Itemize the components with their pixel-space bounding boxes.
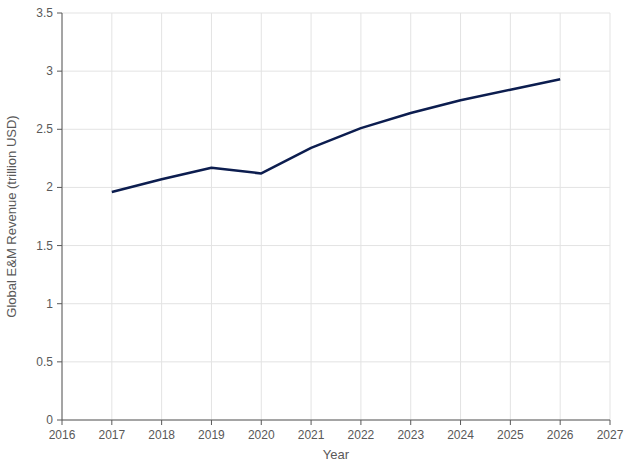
tick-label: 3: [46, 64, 53, 78]
grid-line: [360, 13, 361, 420]
tick-mark: [57, 13, 62, 14]
grid-line: [610, 13, 611, 420]
tick-mark: [460, 420, 461, 425]
tick-label: 2027: [597, 428, 624, 442]
tick-mark: [311, 420, 312, 425]
tick-mark: [560, 420, 561, 425]
grid-line: [62, 71, 610, 72]
grid-line: [261, 13, 262, 420]
y-axis-title: Global E&M Revenue (trillion USD): [4, 115, 19, 317]
tick-mark: [261, 420, 262, 425]
tick-mark: [57, 361, 62, 362]
tick-mark: [161, 420, 162, 425]
tick-mark: [57, 245, 62, 246]
grid-line: [111, 13, 112, 420]
grid-line: [460, 13, 461, 420]
tick-label: 2018: [148, 428, 175, 442]
tick-label: 2021: [298, 428, 325, 442]
grid-line: [62, 420, 610, 421]
grid-line: [510, 13, 511, 420]
tick-mark: [360, 420, 361, 425]
grid-line: [62, 129, 610, 130]
tick-label: 3.5: [36, 6, 53, 20]
y-axis-line: [62, 13, 63, 420]
tick-label: 2: [46, 180, 53, 194]
tick-label: 1: [46, 297, 53, 311]
tick-mark: [410, 420, 411, 425]
grid-line: [311, 13, 312, 420]
tick-mark: [211, 420, 212, 425]
series-group: [112, 79, 560, 192]
tick-label: 0.5: [36, 355, 53, 369]
chart: 0 0.5 1 1.5 2 2.5 3 3.5 2016 2017 2018 2019 2020 2021…: [0, 0, 640, 465]
data-line: [112, 79, 560, 192]
tick-label: 2024: [447, 428, 474, 442]
tick-label: 0: [46, 413, 53, 427]
grid-line: [62, 187, 610, 188]
tick-label: 2023: [397, 428, 424, 442]
tick-label: 1.5: [36, 239, 53, 253]
grid: [62, 13, 610, 420]
tick-mark: [610, 420, 611, 425]
tick-mark: [510, 420, 511, 425]
tick-label: 2026: [547, 428, 574, 442]
tick-label: 2019: [198, 428, 225, 442]
x-axis-title: Year: [323, 447, 350, 462]
grid-line: [560, 13, 561, 420]
tick-mark: [111, 420, 112, 425]
tick-label: 2025: [497, 428, 524, 442]
tick-label: 2.5: [36, 122, 53, 136]
tick-label: 2016: [49, 428, 76, 442]
x-axis-line: [62, 420, 610, 421]
tick-mark: [57, 303, 62, 304]
grid-line: [211, 13, 212, 420]
grid-line: [62, 13, 63, 420]
tick-label: 2017: [98, 428, 125, 442]
grid-line: [62, 13, 610, 14]
grid-line: [62, 245, 610, 246]
axes: 0 0.5 1 1.5 2 2.5 3 3.5 2016 2017 2018 2019 2020 2021…: [36, 6, 623, 442]
tick-mark: [57, 71, 62, 72]
grid-line: [62, 303, 610, 304]
tick-mark: [57, 129, 62, 130]
tick-mark: [57, 187, 62, 188]
tick-mark: [62, 420, 63, 425]
grid-line: [62, 361, 610, 362]
tick-mark: [57, 420, 62, 421]
grid-line: [410, 13, 411, 420]
tick-label: 2022: [348, 428, 375, 442]
grid-line: [161, 13, 162, 420]
tick-label: 2020: [248, 428, 275, 442]
